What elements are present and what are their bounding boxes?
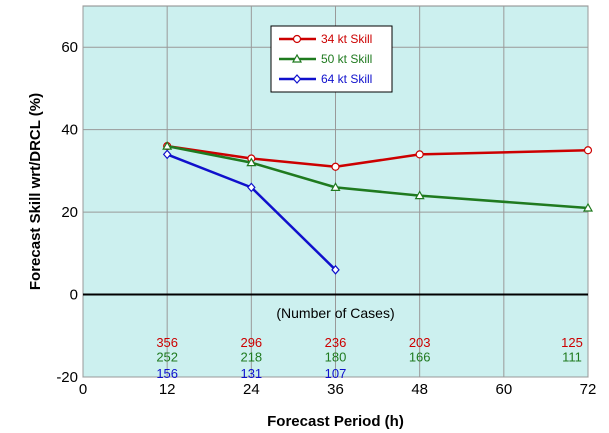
y-tick-label: 0 [70,287,78,304]
x-tick-label: 0 [79,381,87,398]
y-tick-label: 60 [61,39,78,56]
x-tick-label: 24 [243,381,260,398]
case-count-label: 218 [240,349,262,364]
x-tick-label: 12 [159,381,176,398]
annotation-number-of-cases: (Number of Cases) [276,305,394,321]
case-count-label: 296 [240,335,262,350]
case-count-label: 166 [409,349,431,364]
y-axis-title: Forecast Skill wrt/DRCL (%) [27,93,44,290]
x-axis-title: Forecast Period (h) [267,413,404,430]
data-point [291,53,303,63]
case-count-label: 111 [562,349,582,364]
data-point [414,190,425,200]
case-count-label: 107 [325,366,347,381]
x-tick-label: 72 [580,381,597,398]
data-point [162,140,173,150]
x-tick-label: 36 [327,381,344,398]
legend-label: 64 kt Skill [321,72,372,86]
y-tick-label: 20 [61,204,78,221]
x-tick-label: 60 [495,381,512,398]
data-point [292,74,302,84]
case-count-label: 356 [156,335,178,350]
data-point [331,264,340,275]
legend-label: 34 kt Skill [321,32,372,46]
legend: 34 kt Skill 50 kt Skill 64 kt Skill [270,25,393,93]
case-count-label: 252 [156,349,178,364]
data-point [331,162,340,171]
data-point [247,182,256,193]
case-count-label: 125 [561,335,583,350]
data-point [583,146,593,155]
case-counts: 356 296 236 203 125 252 218 180 166 111 156 131 107 (… [156,305,583,381]
data-point [330,182,341,191]
case-count-label: 131 [240,366,262,381]
data-point [582,202,594,212]
case-count-label: 203 [409,335,431,350]
x-tick-label: 48 [411,381,428,398]
data-point [162,149,172,160]
legend-label: 50 kt Skill [321,52,372,66]
case-count-label: 156 [156,366,178,381]
data-point [415,150,424,159]
series-layer [162,140,594,275]
y-tick-label: -20 [56,369,78,386]
data-point [246,157,257,167]
case-count-label: 236 [325,335,347,350]
y-tick-label: 40 [61,122,78,139]
case-count-label: 180 [325,349,347,364]
data-point [292,34,302,44]
